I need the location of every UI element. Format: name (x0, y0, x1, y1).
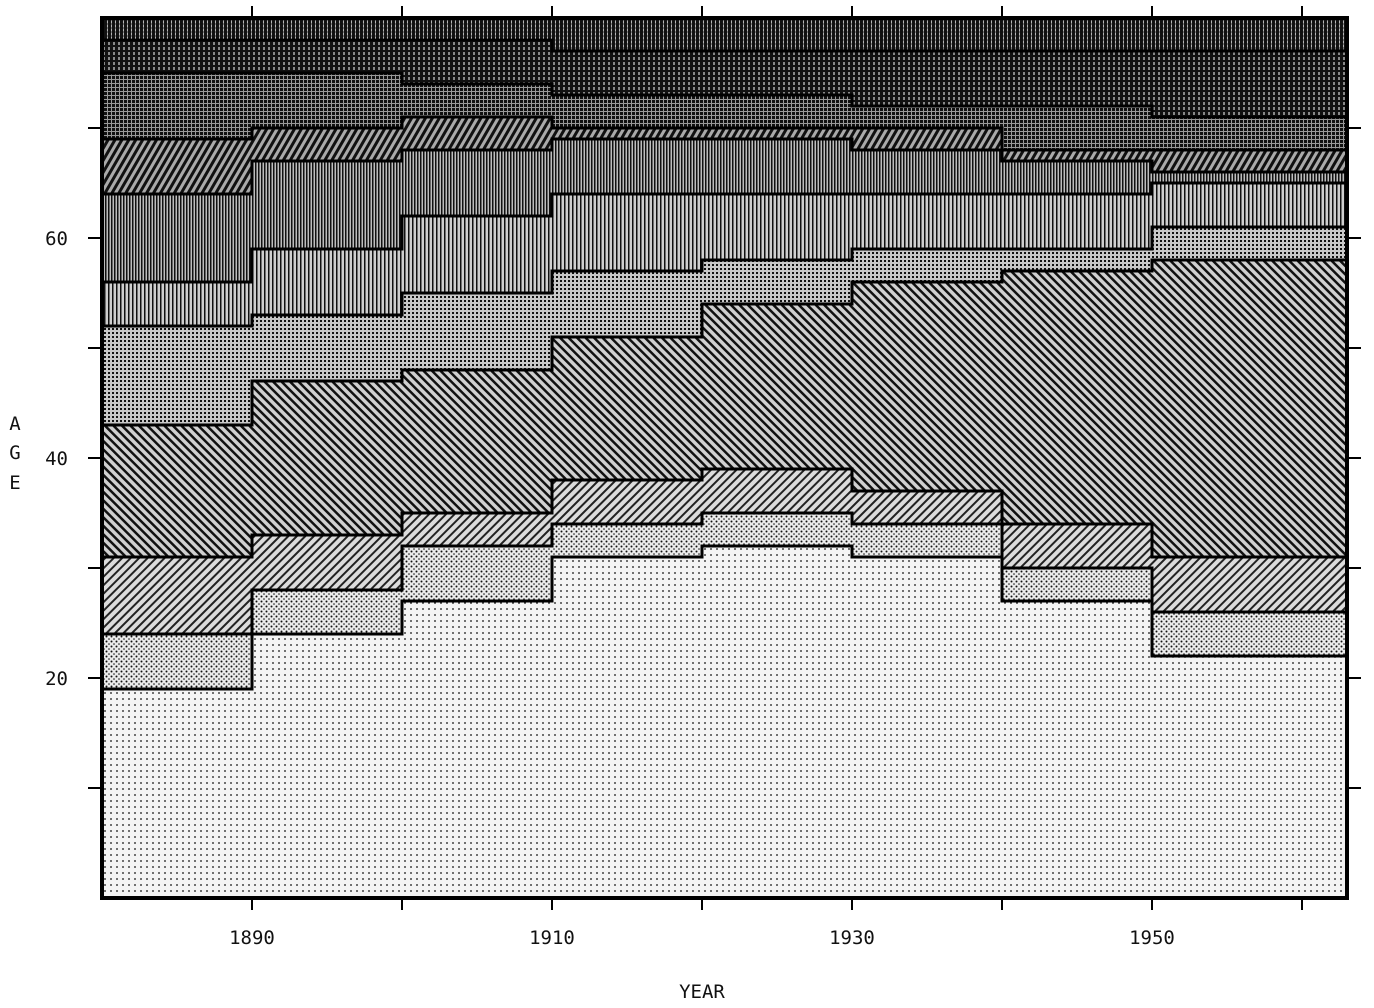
contour-line-level-6 (102, 216, 1347, 328)
y-axis-label-letter-a: A (9, 413, 21, 435)
contour-line-level-5 (102, 181, 1347, 284)
axis-tick-labels: 1890 1910 1930 1950 20 40 60 (45, 228, 1175, 949)
y-axis-label: A G E (9, 413, 21, 494)
contour-line-level-2 (102, 71, 1347, 128)
axis-ticks (88, 6, 1361, 910)
contour-line-level-7 (102, 258, 1347, 427)
y-tick-label-20: 20 (45, 668, 68, 690)
x-axis-label: YEAR (679, 981, 725, 1003)
y-axis-label-letter-e: E (9, 472, 20, 494)
x-tick-label-1950: 1950 (1129, 927, 1175, 949)
y-axis-label-letter-g: G (9, 442, 20, 464)
y-tick-label-60: 60 (45, 228, 68, 250)
y-tick-label-40: 40 (45, 448, 68, 470)
contour-line-level-1 (102, 38, 1347, 53)
x-tick-label-1930: 1930 (829, 927, 875, 949)
contour-line-level-10 (102, 544, 1347, 711)
contour-line-level-4 (102, 137, 1347, 196)
x-tick-label-1890: 1890 (229, 927, 275, 949)
contour-line-level-8 (102, 467, 1347, 579)
contour-line-level-3 (102, 115, 1347, 161)
x-tick-label-1910: 1910 (529, 927, 575, 949)
band-level-1 (102, 18, 1347, 51)
contour-lines (102, 38, 1347, 711)
contour-line-level-9 (102, 511, 1347, 656)
